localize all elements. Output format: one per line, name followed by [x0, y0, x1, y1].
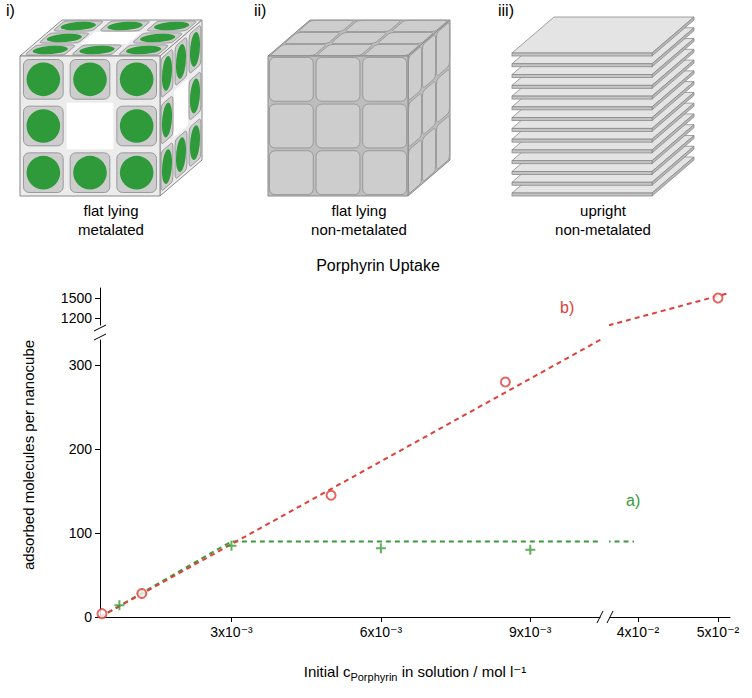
svg-text:1500: 1500 — [61, 290, 92, 306]
svg-text:iii): iii) — [498, 2, 514, 19]
svg-text:Porphyrin: Porphyrin — [350, 671, 397, 683]
svg-text:upright: upright — [580, 202, 627, 219]
svg-text:flat lying: flat lying — [331, 202, 386, 219]
svg-text:5x10⁻²: 5x10⁻² — [697, 624, 740, 640]
svg-text:3x10⁻³: 3x10⁻³ — [210, 624, 253, 640]
svg-text:300: 300 — [69, 357, 93, 373]
svg-text:9x10⁻³: 9x10⁻³ — [509, 624, 552, 640]
svg-text:1200: 1200 — [61, 310, 92, 326]
svg-text:0: 0 — [84, 609, 92, 625]
svg-text:non-metalated: non-metalated — [311, 221, 407, 238]
svg-text:metalated: metalated — [78, 221, 144, 238]
svg-text:b): b) — [560, 299, 574, 316]
svg-text:adsorbed molecules per nanocub: adsorbed molecules per nanocube — [20, 340, 37, 570]
svg-text:ii): ii) — [254, 2, 266, 19]
svg-text:6x10⁻³: 6x10⁻³ — [360, 624, 403, 640]
svg-text:i): i) — [6, 2, 15, 19]
svg-text:non-metalated: non-metalated — [555, 221, 651, 238]
svg-text:a): a) — [626, 492, 640, 509]
svg-text:100: 100 — [69, 525, 93, 541]
svg-text:Initial c: Initial c — [304, 663, 351, 680]
svg-text:in solution / mol l⁻¹: in solution / mol l⁻¹ — [397, 663, 526, 680]
svg-text:200: 200 — [69, 441, 93, 457]
svg-text:4x10⁻²: 4x10⁻² — [617, 624, 660, 640]
svg-text:Porphyrin Uptake: Porphyrin Uptake — [316, 257, 440, 274]
svg-text:flat lying: flat lying — [83, 202, 138, 219]
